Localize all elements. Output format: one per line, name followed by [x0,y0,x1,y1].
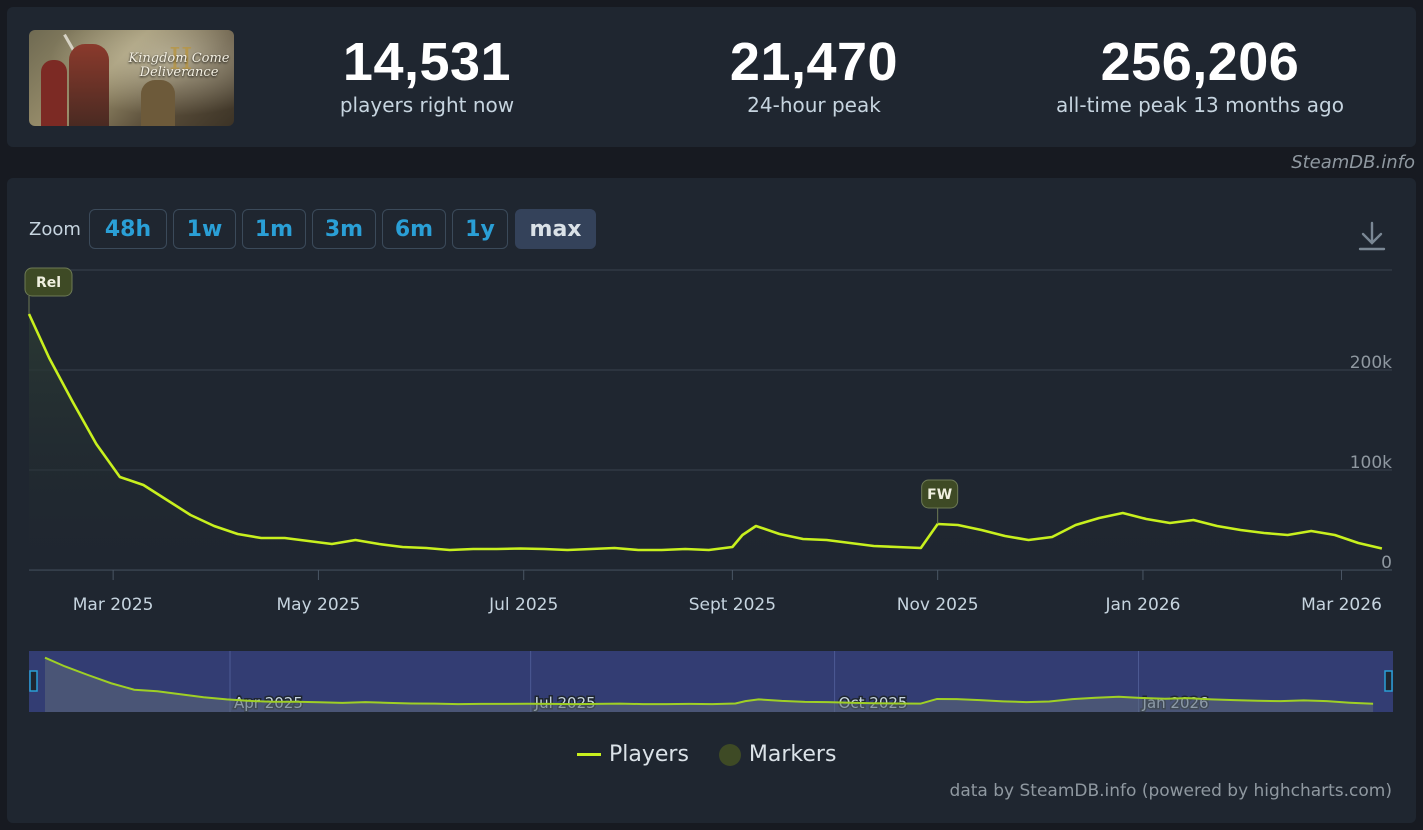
zoom-1m-button[interactable]: 1m [242,209,306,249]
zoom-1w-button[interactable]: 1w [173,209,236,249]
cover-figure [69,44,109,126]
marker-label: Rel [36,275,61,291]
marker-flag [921,479,959,509]
players-line [27,313,1383,552]
stat-value: 21,470 [729,32,899,92]
chart-legend: Players Markers [577,742,836,767]
game-cover-image[interactable]: II Kingdom Come Deliverance [29,30,234,126]
cover-title: Kingdom Come Deliverance [128,51,230,80]
navigator-right-handle[interactable] [1384,670,1393,692]
stat-alltime-peak: 256,206 all-time peak 13 months ago [1040,33,1360,117]
x-tick-label: May 2025 [277,595,361,615]
legend-players[interactable]: Players [609,742,689,767]
steamdb-credit[interactable]: SteamDB.info [1291,152,1415,173]
stat-24h-peak: 21,470 24-hour peak [684,33,944,117]
navigator-area [45,657,1374,712]
download-icon[interactable] [1357,220,1387,252]
player-count-chart[interactable]: 0 100k 200k Mar 2025 May 2025 Jul 2025 Sept 20… [7,178,1416,738]
x-tick-label: Mar 2025 [73,595,154,615]
y-tick-label: 200k [1350,353,1392,373]
zoom-48h-button[interactable]: 48h [89,209,167,249]
cover-figure [141,80,175,126]
stat-current-players: 14,531 players right now [297,33,557,117]
x-tick-label: Nov 2025 [897,595,979,615]
y-tick-label: 0 [1381,553,1392,573]
zoom-3m-button[interactable]: 3m [312,209,376,249]
x-tick-label: Jul 2025 [488,595,558,615]
stat-label: all-time peak 13 months ago [1055,93,1344,117]
stat-label: 24-hour peak [747,93,881,117]
y-tick-label: 100k [1350,453,1392,473]
cover-figure [41,60,67,126]
zoom-max-button[interactable]: max [515,209,596,249]
legend-markers[interactable]: Markers [748,742,837,767]
players-area [29,314,1382,570]
stat-value: 256,206 [1100,32,1300,92]
marker-flag [24,267,73,297]
zoom-6m-button[interactable]: 6m [382,209,446,249]
marker-label: FW [927,487,952,503]
zoom-label: Zoom [29,219,81,240]
marker-fw: FW [921,479,959,524]
x-tick-label: Sept 2025 [689,595,776,615]
navigator-line [44,656,1374,706]
zoom-1y-button[interactable]: 1y [452,209,508,249]
x-tick-label: Jan 2026 [1105,595,1181,615]
stats-panel: II Kingdom Come Deliverance 14,531 playe… [7,7,1416,147]
marker-rel: Rel [24,267,73,314]
x-tick-label: Mar 2026 [1301,595,1382,615]
chart-panel: Zoom 48h 1w 1m 3m 6m 1y max 0 100k 200k Mar… [7,178,1416,823]
markers-legend-dot[interactable] [718,743,741,766]
players-legend-line[interactable] [577,753,601,756]
cover-numeral: II [169,42,193,77]
stat-label: players right now [339,93,515,117]
powered-by-credit[interactable]: data by SteamDB.info (powered by highcha… [949,781,1392,801]
navigator-left-handle[interactable] [29,670,38,692]
stat-value: 14,531 [342,32,512,92]
